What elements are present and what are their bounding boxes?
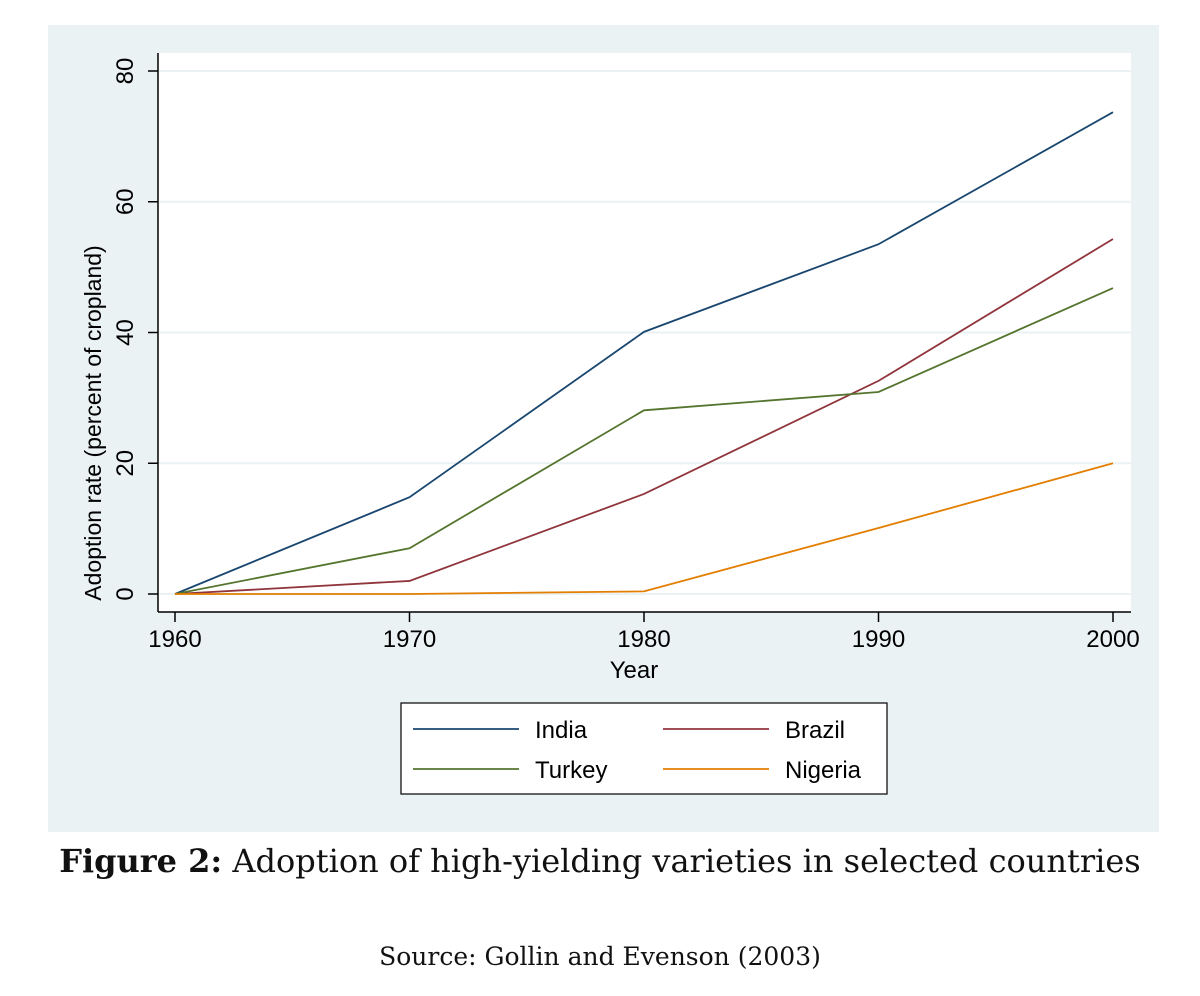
y-tick-label: 40 — [112, 319, 139, 346]
y-tick-label: 80 — [112, 58, 139, 85]
x-tick-label: 2000 — [1086, 626, 1139, 653]
y-tick-label: 60 — [112, 188, 139, 215]
chart: 0 20 40 60 80 1960 1970 1980 1990 2000 Year Adopt… — [48, 25, 1159, 832]
series-line-brazil — [174, 238, 1114, 595]
series-line-nigeria — [175, 462, 1114, 595]
legend-label-india: India — [535, 717, 588, 744]
figure-source: Source: Gollin and Evenson (2003) — [379, 942, 821, 971]
y-tick-label: 20 — [112, 450, 139, 477]
legend-label-brazil: Brazil — [785, 717, 845, 744]
legend-label-nigeria: Nigeria — [785, 757, 862, 784]
x-tick-label: 1980 — [617, 626, 670, 653]
x-tick-label: 1960 — [148, 626, 201, 653]
figure-label: Figure 2: — [59, 842, 223, 880]
y-tick-label: 0 — [112, 587, 139, 600]
x-tick-label: 1970 — [383, 626, 436, 653]
series-line-turkey — [174, 287, 1114, 595]
x-axis-label: Year — [610, 657, 659, 684]
figure-caption: Figure 2: Adoption of high-yielding vari… — [0, 842, 1200, 880]
x-tick-label: 1990 — [852, 626, 905, 653]
figure-title: Adoption of high-yielding varieties in s… — [222, 842, 1141, 880]
legend-box — [400, 702, 888, 795]
series-line-india — [174, 111, 1114, 595]
legend-label-turkey: Turkey — [535, 757, 607, 784]
y-axis-label: Adoption rate (percent of cropland) — [80, 245, 106, 600]
